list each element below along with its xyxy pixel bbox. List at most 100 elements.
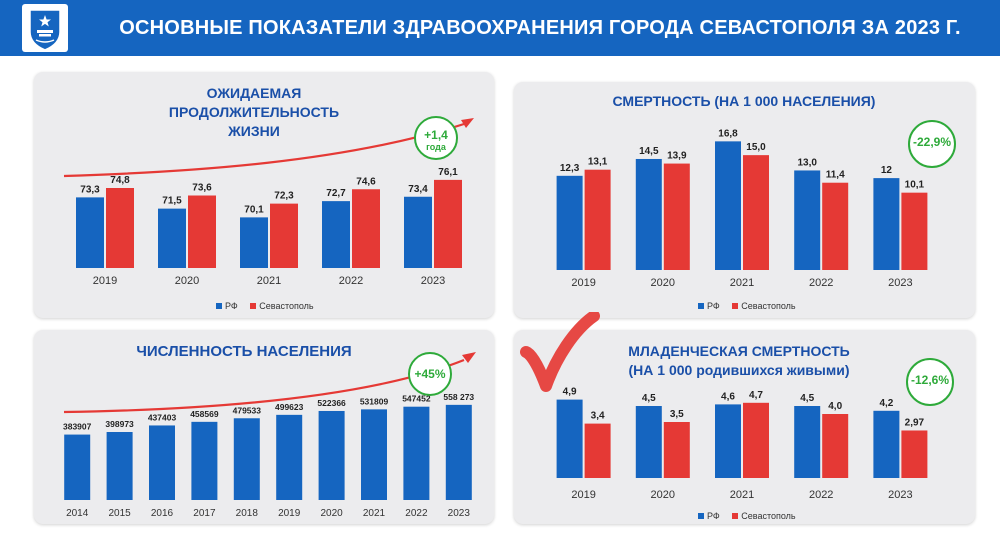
data-label-2022-s1: 74,6 [356,176,376,187]
mortality-panel: СМЕРТНОСТЬ (НА 1 000 НАСЕЛЕНИЯ) 12,3 13,1… [514,82,975,318]
data-label-2020-s0: 522366 [317,398,346,408]
bar-2018-s0 [233,418,260,500]
bar-2022-s0 [794,170,821,270]
x-tick-label-2020: 2020 [651,489,675,501]
bar-2021-s0 [240,217,268,268]
data-label-2020-s0: 4,5 [642,393,656,404]
bar-2023-s0 [873,410,900,478]
chart-legend: РФ Севастополь [216,300,324,311]
legend-swatch-sevastopol [250,302,257,309]
population-panel: ЧИСЛЕННОСТЬ НАСЕЛЕНИЯ 383907 2014 398973 20… [34,330,494,524]
data-label-2022-s0: 13,0 [797,157,817,168]
data-label-2016-s0: 437403 [148,412,177,422]
bar-2015-s0 [106,432,133,500]
legend-label-rf: РФ [225,300,238,311]
infant-mortality-title: МЛАДЕНЧЕСКАЯ СМЕРТНОСТЬ (НА 1 000 родивш… [628,343,850,378]
bar-2022-s1 [352,189,380,268]
data-label-2022-s0: 547452 [402,394,431,404]
x-tick-label-2019: 2019 [278,508,301,519]
data-label-2021-s0: 16,8 [718,128,738,139]
bar-2020-s1 [663,422,690,478]
data-label-2019-s0: 4,9 [563,387,577,398]
check-mark-icon [520,312,600,392]
data-label-2022-s0: 72,7 [326,188,346,199]
life-expectancy-title: ОЖИДАЕМАЯ ПРОДОЛЖИТЕЛЬНОСТЬ ЖИЗНИ [168,85,340,139]
life-expectancy-change-badge: +1,4 года [414,116,458,160]
mortality-title: СМЕРТНОСТЬ (НА 1 000 НАСЕЛЕНИЯ) [612,93,876,109]
x-tick-label-2014: 2014 [66,508,89,519]
legend-swatch-rf [216,302,222,309]
data-label-2023-s1: 76,1 [438,167,458,178]
legend-label-sevastopol: Севастополь [741,300,796,311]
trend-arrow-icon [63,358,465,414]
bar-2020-s0 [635,158,662,270]
data-label-2019-s1: 13,1 [588,157,608,168]
bar-2019-s1 [584,169,611,270]
bar-2023-s1 [434,179,462,268]
x-tick-label-2019: 2019 [571,277,595,289]
data-label-2020-s0: 71,5 [162,196,182,207]
x-tick-label-2017: 2017 [193,508,216,519]
bar-2022-s1 [822,182,849,270]
x-tick-label-2023: 2023 [888,489,912,501]
legend-swatch-sevastopol [732,302,739,309]
data-label-2023-s0: 4,2 [879,398,893,409]
x-tick-label-2020: 2020 [651,277,675,289]
data-label-2020-s1: 3,5 [670,409,684,420]
bar-2016-s0 [149,425,175,500]
bar-2019-s0 [76,197,104,268]
bar-2021-s0 [361,409,387,500]
data-label-2023-s0: 73,4 [408,184,428,195]
bar-2021-s0 [715,404,741,478]
legend-label-sevastopol: Севастополь [741,510,796,521]
x-tick-label-2023: 2023 [421,275,445,287]
bar-2019-s0 [556,175,583,270]
x-tick-label-2020: 2020 [175,275,199,287]
x-tick-label-2019: 2019 [571,489,595,501]
bar-2021-s0 [715,141,741,270]
bar-2023-s0 [404,196,432,268]
legend-swatch-rf [698,512,704,519]
infant-mortality-change-badge: -12,6% [906,358,954,406]
data-label-2021-s1: 15,0 [746,142,766,153]
legend-swatch-sevastopol [732,512,739,519]
data-label-2023-s1: 10,1 [905,180,925,191]
bar-2022-s0 [794,406,821,478]
bar-2020-s1 [188,195,216,268]
data-label-2017-s0: 458569 [190,409,219,419]
population-change-badge: +45% [408,352,452,396]
x-tick-label-2021: 2021 [730,277,754,289]
x-tick-label-2022: 2022 [809,277,833,289]
data-label-2020-s1: 73,6 [192,183,212,194]
bar-2022-s1 [822,414,849,478]
mortality-chart: 12,3 13,1 2019 14,5 13,9 2020 16,8 15,0 2021 13,0… [556,128,928,289]
bar-2019-s1 [584,423,611,478]
data-label-2019-s1: 3,4 [591,411,605,422]
trend-arrow-head [461,118,474,128]
x-tick-label-2022: 2022 [405,508,428,519]
data-label-2014-s0: 383907 [63,422,92,432]
trend-arrow-icon [63,122,465,178]
bar-2020-s0 [318,410,345,500]
bar-2019-s1 [106,188,134,268]
population-title: ЧИСЛЕННОСТЬ НАСЕЛЕНИЯ [136,343,352,360]
legend-label-sevastopol: Севастополь [259,300,314,311]
data-label-2023-s0: 558 273 [443,392,474,402]
legend-swatch-rf [698,302,704,309]
page-header: ОСНОВНЫЕ ПОКАЗАТЕЛИ ЗДРАВООХРАНЕНИЯ ГОРО… [0,0,1000,56]
data-label-2019-s0: 499623 [275,402,304,412]
bar-2023-s1 [901,430,928,478]
x-tick-label-2016: 2016 [151,508,174,519]
data-label-2019-s0: 12,3 [560,163,580,174]
data-label-2019-s1: 74,8 [110,175,130,186]
sevastopol-coat-of-arms-icon [22,4,68,52]
chart-legend: РФ Севастополь [698,300,806,311]
bar-2019-s0 [556,399,583,478]
page-title: ОСНОВНЫЕ ПОКАЗАТЕЛИ ЗДРАВООХРАНЕНИЯ ГОРО… [119,17,961,39]
bar-2019-s0 [276,414,303,500]
bar-2021-s1 [743,155,769,270]
data-label-2021-s0: 4,6 [721,391,735,402]
life-expectancy-chart: 73,3 74,8 2019 71,5 73,6 2020 70,1 72,3 2021 72,7… [63,118,474,287]
data-label-2019-s0: 73,3 [80,184,100,195]
x-tick-label-2021: 2021 [730,489,754,501]
